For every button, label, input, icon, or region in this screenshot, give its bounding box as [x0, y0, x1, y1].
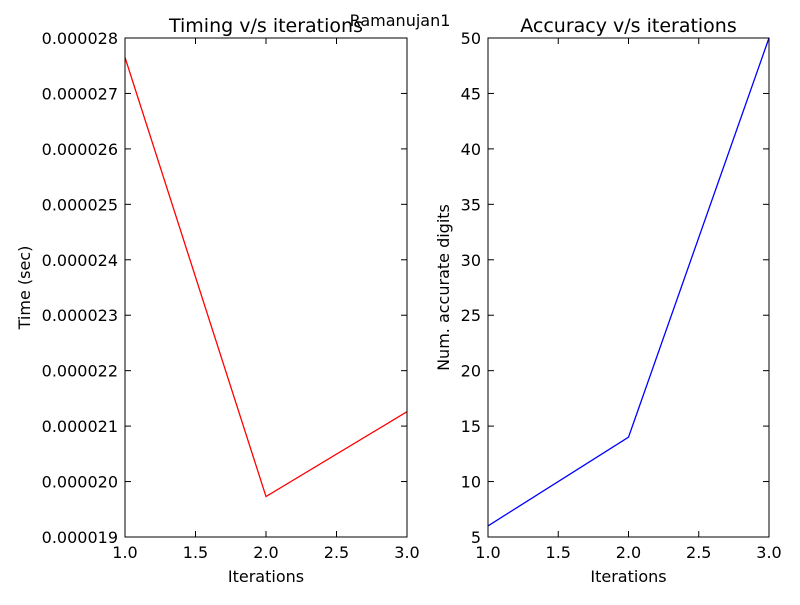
timing-y-tick-label: 0.000026 [42, 140, 118, 159]
timing-plot-frame [124, 37, 408, 538]
accuracy-y-axis-label: Num. accurate digits [434, 204, 453, 371]
accuracy-series-line [487, 37, 770, 527]
timing-y-tick-label: 0.000024 [42, 251, 118, 270]
accuracy-chart-title: Accuracy v/s iterations [520, 15, 737, 37]
timing-y-tick-label: 0.000020 [42, 473, 118, 492]
accuracy-x-tick-label: 2.0 [616, 543, 641, 562]
accuracy-x-axis-label: Iterations [590, 567, 666, 586]
timing-x-tick-label: 1.5 [183, 543, 208, 562]
timing-y-tick-label: 0.000025 [42, 195, 118, 214]
timing-y-tick-label: 0.000021 [42, 417, 118, 436]
timing-x-axis-label: Iterations [228, 567, 304, 586]
accuracy-y-tick-label: 50 [461, 29, 481, 48]
accuracy-plot-frame [487, 37, 770, 538]
timing-x-tick-label: 1.0 [112, 543, 137, 562]
timing-chart-title: Timing v/s iterations [168, 15, 363, 37]
accuracy-y-tick-label: 20 [461, 362, 481, 381]
timing-y-tick-label: 0.000028 [42, 29, 118, 48]
timing-y-tick-label: 0.000019 [42, 528, 118, 547]
accuracy-x-tick-label: 1.0 [475, 543, 500, 562]
accuracy-x-tick-label: 2.5 [686, 543, 711, 562]
accuracy-y-tick-label: 5 [471, 528, 481, 547]
timing-y-tick-label: 0.000027 [42, 84, 118, 103]
accuracy-y-tick-label: 35 [461, 195, 481, 214]
accuracy-y-tick-label: 40 [461, 140, 481, 159]
timing-x-tick-label: 2.5 [324, 543, 349, 562]
accuracy-axes: 1.0 1.5 2.0 2.5 3.0 5 10 15 20 25 30 35 40 45 50 Accura… [434, 15, 782, 586]
accuracy-y-tick-label: 45 [461, 84, 481, 103]
timing-x-tick-label: 3.0 [394, 543, 419, 562]
timing-x-tick-label: 2.0 [253, 543, 278, 562]
timing-series-line [124, 57, 408, 498]
timing-y-tick-label: 0.000023 [42, 306, 118, 325]
accuracy-y-tick-label: 25 [461, 306, 481, 325]
accuracy-y-tick-label: 10 [461, 473, 481, 492]
timing-axes: 1.0 1.5 2.0 2.5 3.0 0.000019 0.000020 0.000021 0… [15, 15, 420, 586]
accuracy-x-tick-label: 1.5 [546, 543, 571, 562]
timing-y-tick-label: 0.000022 [42, 362, 118, 381]
accuracy-y-tick-label: 30 [461, 251, 481, 270]
figure-suptitle: Ramanujan1 [350, 11, 451, 30]
accuracy-x-tick-label: 3.0 [756, 543, 781, 562]
timing-y-axis-label: Time (sec) [15, 246, 34, 331]
accuracy-y-tick-label: 15 [461, 417, 481, 436]
